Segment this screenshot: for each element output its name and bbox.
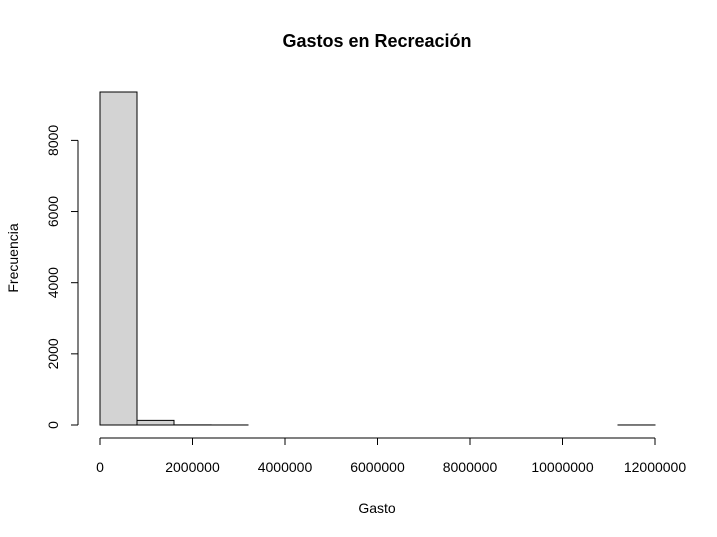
x-tick-label: 2000000	[165, 459, 220, 475]
x-tick-label: 4000000	[258, 459, 313, 475]
x-tick-label: 12000000	[624, 459, 687, 475]
y-tick-label: 8000	[45, 125, 61, 156]
x-tick-label: 6000000	[350, 459, 405, 475]
histogram-bar-1	[136, 419, 175, 426]
x-tick-label: 10000000	[531, 459, 594, 475]
x-tick-label: 0	[96, 459, 104, 475]
histogram-bar-0	[99, 91, 138, 426]
x-axis-label: Gasto	[358, 500, 396, 516]
bars-group	[99, 91, 656, 426]
y-tick-label: 4000	[45, 267, 61, 298]
x-axis: 0 2000000 4000000 6000000 8000000 10000000 120…	[96, 437, 687, 475]
y-tick-label: 0	[45, 421, 61, 429]
y-axis-label: Frecuencia	[5, 223, 21, 292]
y-axis: 0 2000 4000 6000 8000	[45, 125, 79, 429]
y-tick-label: 2000	[45, 338, 61, 369]
y-tick-label: 6000	[45, 196, 61, 227]
x-tick-label: 8000000	[443, 459, 498, 475]
chart-title: Gastos en Recreación	[282, 31, 471, 51]
